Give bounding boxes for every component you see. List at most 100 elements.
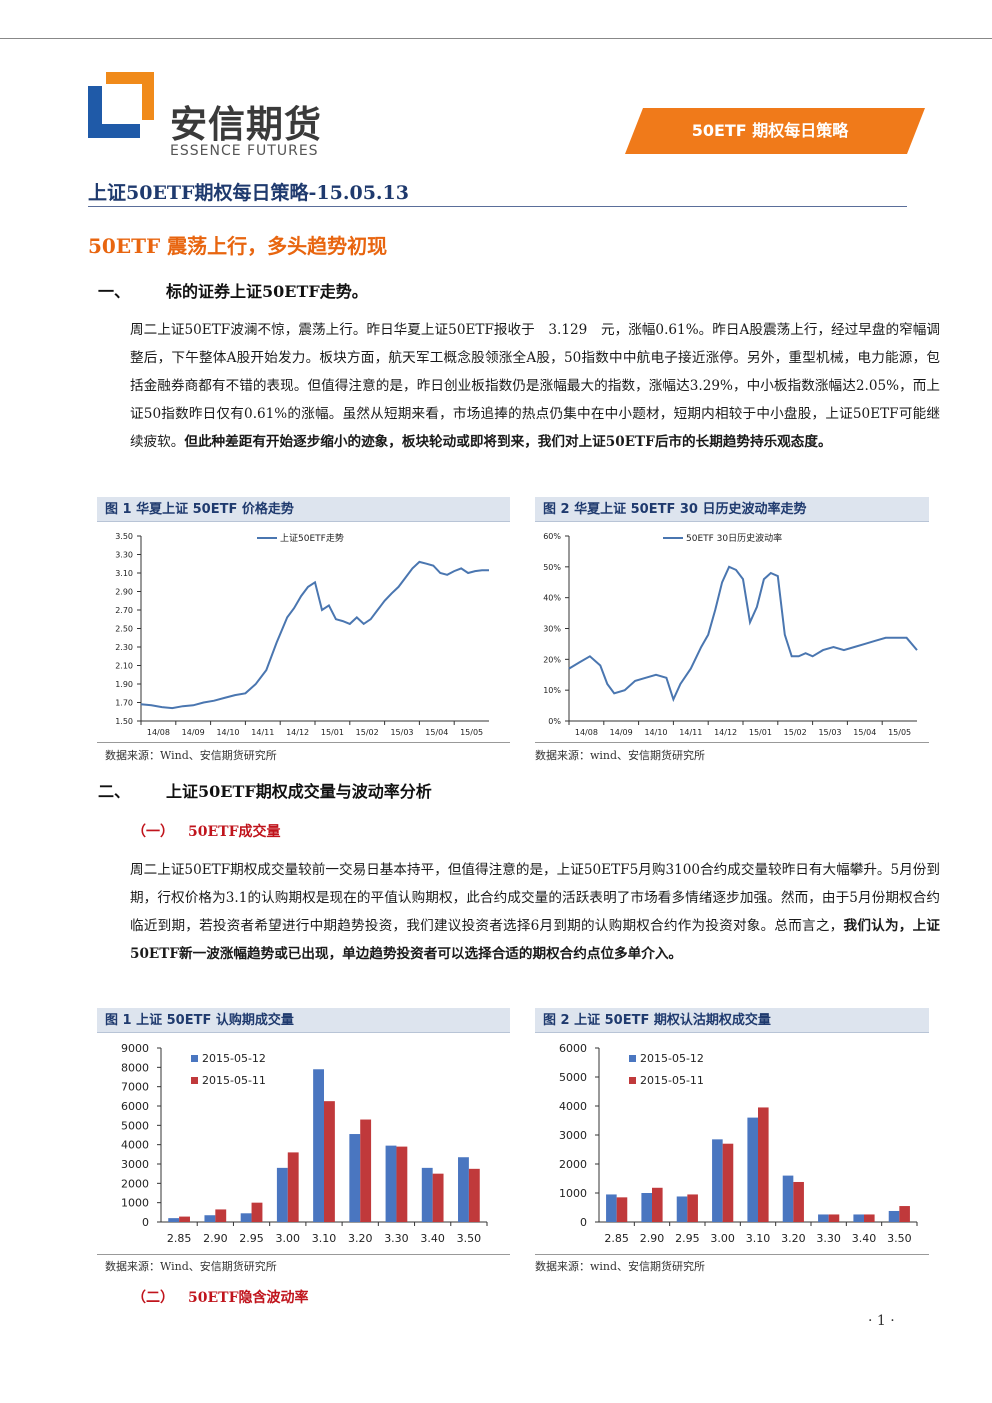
x-tick-label: 3.20: [348, 1232, 373, 1245]
bar-2015-05-12: [313, 1069, 324, 1222]
y-tick-label: 0%: [548, 717, 561, 726]
y-tick-label: 6000: [121, 1100, 149, 1113]
document-title: 上证50ETF期权每日策略-15.05.13: [88, 182, 409, 204]
section-2-title: 上证50ETF期权成交量与波动率分析: [166, 782, 432, 801]
y-tick-label: 9000: [121, 1042, 149, 1055]
legend-swatch: [629, 1055, 636, 1062]
section-1-heading: 一、 标的证券上证50ETF走势。: [98, 278, 368, 302]
call-volume-bar-chart: 0 1000 2000 3000 4000 5000 6000 7000 8000 9000 2.8…: [121, 1042, 488, 1245]
y-tick-label: 0: [142, 1216, 149, 1229]
bar-2015-05-12: [888, 1210, 900, 1222]
y-tick-label: 2.70: [115, 606, 133, 615]
bar-2015-05-12: [385, 1145, 397, 1222]
x-tick-label: 14/12: [286, 728, 309, 737]
figure-2-bottom-rule: [535, 742, 929, 743]
banner-shape: [625, 108, 925, 154]
bar-2015-05-11: [864, 1214, 875, 1222]
section-1-paragraph: 周二上证50ETF波澜不惊，震荡上行。昨日华夏上证50ETF报收于 3.129 …: [130, 316, 940, 456]
figure-3-title: 图 1 上证 50ETF 认购期成交量: [97, 1008, 510, 1033]
x-tick-label: 15/03: [390, 728, 413, 737]
section-2-heading: 二、 上证50ETF期权成交量与波动率分析: [98, 778, 432, 802]
bar-2015-05-11: [396, 1146, 408, 1222]
y-tick-label: 3.30: [115, 551, 133, 560]
volatility-line-chart: 0% 10% 20% 30% 40% 50% 60% 14/08 14/09 14/10 14/11…: [543, 532, 918, 737]
bar-2015-05-12: [349, 1134, 361, 1222]
paragraph-2-text: 周二上证50ETF期权成交量较前一交易日基本持平，但值得注意的是，上证50ETF…: [130, 862, 940, 934]
bar-2015-05-11: [687, 1194, 698, 1222]
x-tick-label: 15/05: [888, 728, 911, 737]
bar-2015-05-12: [712, 1139, 723, 1222]
essence-logo-icon: [88, 72, 158, 138]
bar-2015-05-11: [432, 1173, 444, 1222]
bar-2015-05-12: [606, 1194, 617, 1222]
y-tick-label: 3.10: [115, 569, 133, 578]
y-tick-label: 3000: [559, 1129, 587, 1142]
x-tick-label: 14/11: [679, 728, 702, 737]
subsection-1-number: （一）: [132, 824, 174, 840]
y-tick-label: 30%: [543, 625, 561, 634]
y-tick-label: 10%: [543, 686, 561, 695]
x-tick-label: 14/11: [251, 728, 274, 737]
bar-2015-05-12: [676, 1196, 688, 1222]
figure-1-source: 数据来源：Wind、安信期货研究所: [105, 749, 277, 762]
paragraph-1-text: 周二上证50ETF波澜不惊，震荡上行。昨日华夏上证50ETF报收于 3.129 …: [130, 322, 940, 450]
figure-2-title: 图 2 华夏上证 50ETF 30 日历史波动率走势: [535, 497, 929, 522]
y-tick-label: 5000: [121, 1119, 149, 1132]
x-tick-label: 3.10: [312, 1232, 337, 1245]
bar-2015-05-11: [899, 1206, 910, 1222]
bar-2015-05-12: [782, 1175, 794, 1222]
y-tick-label: 2000: [559, 1158, 587, 1171]
paragraph-2-emphasis: 我们认为，上证50ETF新一波涨幅趋势或已出现，单边趋势投资者可以选择合适的期权…: [130, 918, 940, 962]
bar-2015-05-12: [853, 1214, 864, 1222]
page-number: · 1 ·: [868, 1313, 895, 1329]
x-tick-label: 2.95: [239, 1232, 263, 1245]
bar-2015-05-12: [421, 1167, 433, 1222]
y-tick-label: 1000: [559, 1187, 587, 1200]
x-tick-label: 3.40: [420, 1232, 445, 1245]
series-line: [568, 565, 918, 703]
legend-label: 2015-05-12: [202, 1052, 266, 1065]
x-tick-label: 15/01: [321, 728, 344, 737]
x-tick-label: 15/05: [460, 728, 483, 737]
bar-2015-05-12: [276, 1167, 288, 1222]
x-tick-label: 3.50: [887, 1232, 912, 1245]
x-tick-label: 2.85: [604, 1232, 629, 1245]
bar-2015-05-11: [616, 1197, 628, 1222]
legend-swatch: [191, 1077, 198, 1084]
figure-1-title: 图 1 华夏上证 50ETF 价格走势: [97, 497, 510, 522]
bar-2015-05-11: [179, 1216, 190, 1222]
put-volume-bar-chart: 0 1000 2000 3000 4000 5000 6000 2.85 2.90 2.95 3.0…: [559, 1042, 918, 1245]
x-tick-label: 3.40: [852, 1232, 877, 1245]
top-rule: [0, 38, 992, 39]
bar-2015-05-11: [360, 1119, 372, 1222]
bar-2015-05-12: [168, 1218, 180, 1222]
x-tick-label: 3.00: [276, 1232, 301, 1245]
x-tick-label: 15/04: [853, 728, 876, 737]
banner-label: 50ETF 期权每日策略: [691, 121, 849, 140]
bar-2015-05-12: [747, 1117, 758, 1222]
x-tick-label: 3.00: [710, 1232, 735, 1245]
figure-3-source: 数据来源：Wind、安信期货研究所: [105, 1260, 277, 1273]
bar-2015-05-11: [828, 1214, 840, 1222]
y-tick-label: 2.90: [115, 588, 133, 597]
x-tick-label: 14/12: [714, 728, 737, 737]
figure-3-bottom-rule: [97, 1254, 510, 1255]
y-tick-label: 4000: [559, 1100, 587, 1113]
y-tick-label: 1.50: [115, 717, 133, 726]
bar-2015-05-11: [793, 1181, 804, 1222]
figure-4-source: 数据来源：wind、安信期货研究所: [535, 1260, 706, 1273]
x-tick-label: 3.30: [384, 1232, 409, 1245]
x-tick-label: 3.30: [816, 1232, 841, 1245]
subsection-2-title: 50ETF隐含波动率: [188, 1290, 309, 1306]
x-tick-label: 15/02: [784, 728, 807, 737]
series-line: [140, 560, 489, 710]
subsection-1-title: 50ETF成交量: [188, 824, 281, 840]
figure-1-bottom-rule: [97, 742, 510, 743]
price-line-chart: 1.50 1.70 1.90 2.10 2.30 2.50 2.70 2.90 3.10 3.30…: [115, 532, 489, 737]
x-tick-label: 14/08: [575, 728, 598, 737]
legend-label: 50ETF 30日历史波动率: [686, 532, 782, 544]
paragraph-1-emphasis: 但此种差距有开始逐步缩小的迹象，板块轮动或即将到来，我们对上证50ETF后市的长…: [184, 434, 832, 450]
y-tick-label: 8000: [121, 1061, 149, 1074]
bar-2015-05-11: [215, 1209, 227, 1222]
bar-2015-05-11: [287, 1152, 299, 1222]
